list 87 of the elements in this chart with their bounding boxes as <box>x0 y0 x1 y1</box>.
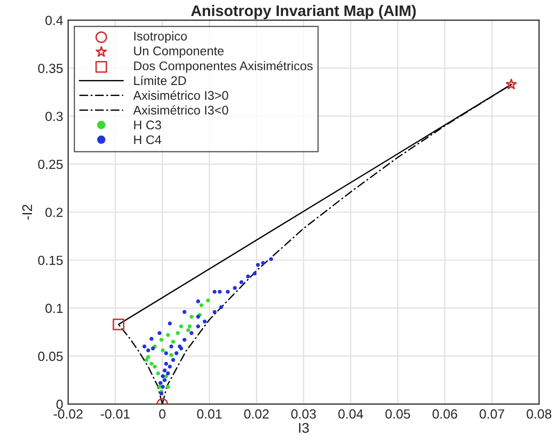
point <box>168 322 172 326</box>
point <box>150 362 154 366</box>
point <box>160 374 165 378</box>
x-tick-label: 0.03 <box>291 409 316 419</box>
point <box>166 371 170 376</box>
point <box>158 331 162 336</box>
y-tick-label: 0.1 <box>45 304 63 314</box>
point <box>168 364 172 369</box>
point <box>206 298 210 302</box>
x-tick-label: 0.08 <box>526 409 552 419</box>
point <box>158 381 162 385</box>
legend-label: Un Componente <box>134 46 224 58</box>
point <box>182 310 186 314</box>
point <box>202 320 207 324</box>
point <box>196 299 200 304</box>
point <box>212 290 217 294</box>
point <box>182 338 186 342</box>
point <box>112 318 124 330</box>
point <box>176 331 180 336</box>
point <box>196 324 200 328</box>
point <box>169 353 174 358</box>
point <box>164 351 168 356</box>
x-tick-label: 0.01 <box>197 409 222 419</box>
y-tick-label: 0.35 <box>38 64 63 74</box>
x-tick-label: 0.02 <box>244 409 269 419</box>
y-tick-label: 0 <box>56 400 63 410</box>
point <box>146 348 150 352</box>
point <box>252 272 257 276</box>
point <box>162 368 167 372</box>
point <box>218 290 222 294</box>
y-axis-title: -I2 <box>22 204 32 220</box>
y-tick-label: 0.15 <box>38 256 63 266</box>
point <box>160 348 165 352</box>
point <box>159 338 164 342</box>
x-tick-label: 0 <box>159 409 166 419</box>
point <box>156 371 160 376</box>
point <box>150 336 154 341</box>
point <box>160 384 165 389</box>
point <box>199 303 204 308</box>
point <box>188 324 192 328</box>
point <box>256 262 260 267</box>
point <box>190 314 194 319</box>
legend-label: H C3 <box>134 120 162 130</box>
point <box>179 324 184 328</box>
point <box>169 344 174 348</box>
point <box>190 331 194 336</box>
point <box>174 351 178 356</box>
x-tick-label: -0.02 <box>54 409 83 419</box>
y-tick-label: 0.25 <box>38 160 63 170</box>
point <box>186 328 190 332</box>
y-tick-label: 0.05 <box>38 352 63 362</box>
point <box>158 384 162 389</box>
point <box>232 286 237 290</box>
point <box>162 378 167 382</box>
point <box>226 290 230 294</box>
point <box>146 355 150 360</box>
y-tick-label: 0.2 <box>45 208 63 218</box>
point <box>166 333 170 337</box>
point <box>239 280 244 284</box>
point <box>171 358 176 362</box>
point <box>246 274 250 278</box>
point <box>212 310 217 314</box>
legend-label: Axisimétrico I3<0 <box>133 105 228 115</box>
point <box>269 257 274 262</box>
legend-label: Dos Componentes Axisimétricos <box>134 60 313 73</box>
legend-label: Límite 2D <box>134 76 186 86</box>
x-tick-label: 0.07 <box>480 409 504 419</box>
y-tick-label: 0.3 <box>45 112 63 122</box>
x-tick-label: -0.01 <box>100 409 130 419</box>
point <box>152 364 157 369</box>
legend-label: Isotropico <box>134 31 187 44</box>
legend-label: H C4 <box>134 135 162 144</box>
x-axis-title: I3 <box>299 423 309 433</box>
x-tick-label: 0.04 <box>338 409 364 419</box>
point <box>142 344 146 348</box>
point <box>506 78 517 90</box>
point <box>144 358 148 362</box>
point <box>171 340 176 344</box>
y-tick-label: 0.4 <box>45 16 63 26</box>
point <box>164 362 168 366</box>
chart-title: Anisotropy Invariant Map (AIM) <box>191 4 416 20</box>
x-tick-label: 0.05 <box>385 409 410 419</box>
x-tick-label: 0.06 <box>432 409 458 419</box>
point <box>261 261 266 265</box>
point <box>219 305 224 310</box>
legend-label: Axisimétrico I3>0 <box>133 90 228 100</box>
point <box>166 384 170 389</box>
